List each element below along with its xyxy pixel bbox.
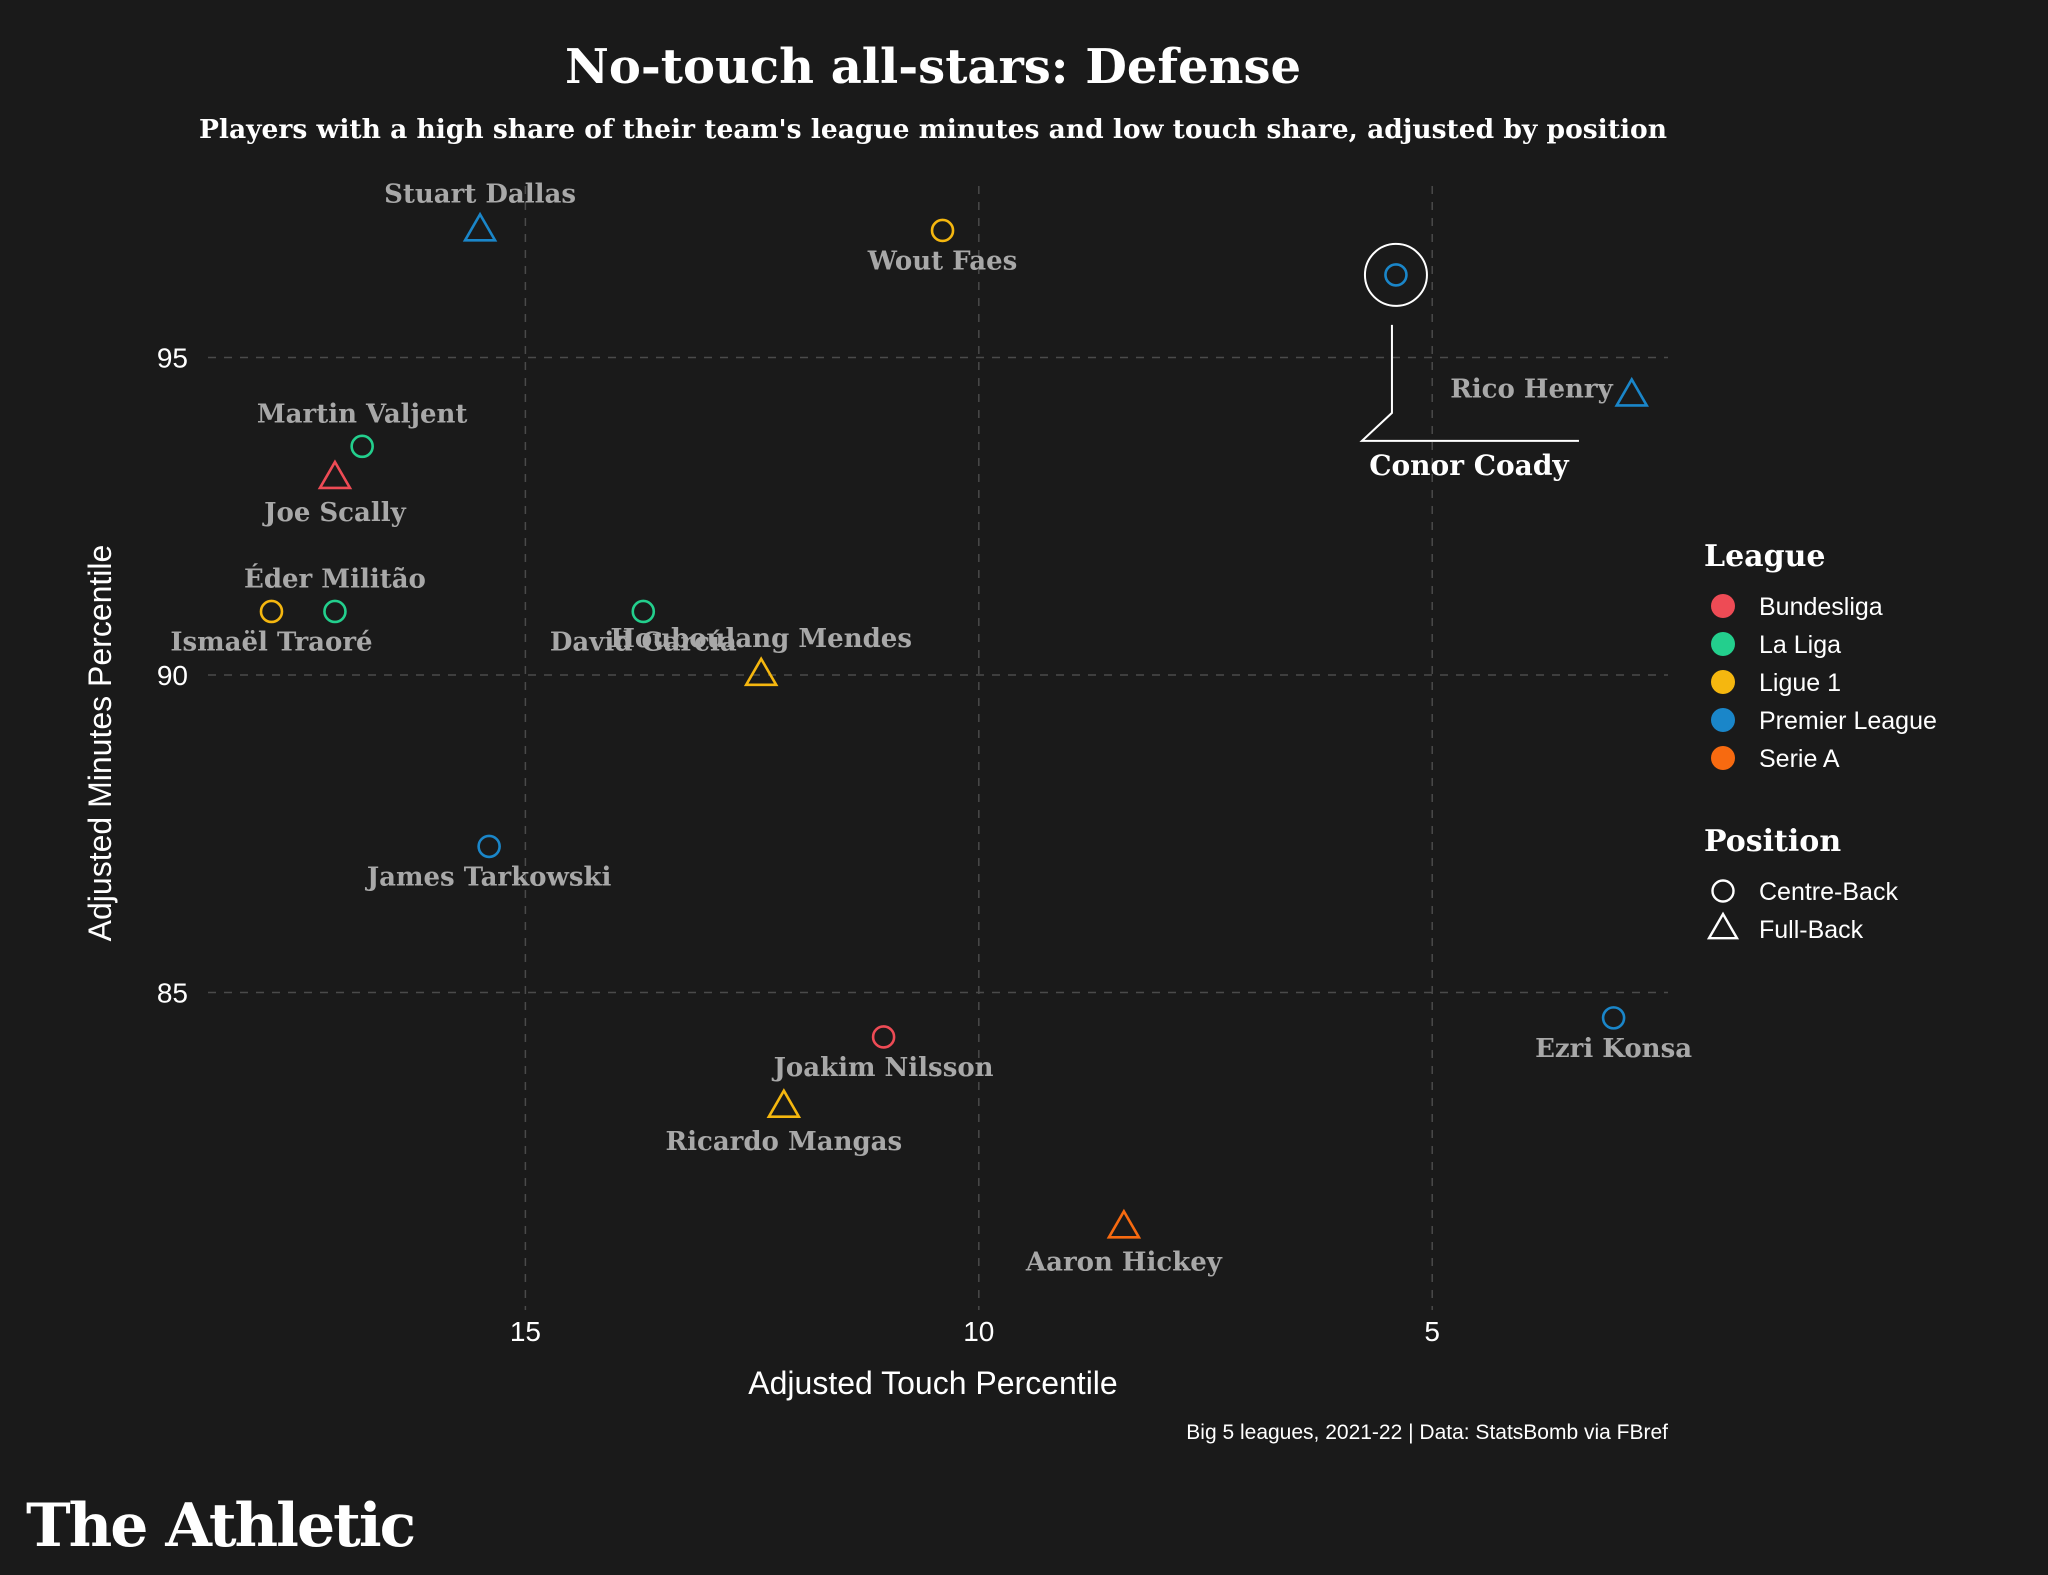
legend-label-bundesliga: Bundesliga <box>1759 593 1883 621</box>
the-athletic-logo: The Athletic <box>26 1491 414 1561</box>
label-ricardo-mangas: Ricardo Mangas <box>666 1127 903 1157</box>
point-houboulang-mendes <box>743 656 779 687</box>
x-tick-label-15: 15 <box>510 1316 541 1347</box>
y-tick-label-85: 85 <box>157 977 188 1008</box>
label-eder-militao: Éder Militão <box>244 562 426 594</box>
point-james-tarkowski <box>477 834 501 859</box>
point-rico-henry <box>1614 376 1649 407</box>
point-ricardo-mangas <box>766 1088 802 1118</box>
highlight-annotation <box>1359 242 1579 442</box>
chart-title: No-touch all-stars: Defense <box>565 39 1301 95</box>
legend-position-entries: Centre-Back Full-Back <box>1706 878 1898 944</box>
label-stuart-dallas: Stuart Dallas <box>384 179 576 209</box>
label-joakim-nilsson: Joakim Nilsson <box>772 1053 994 1083</box>
chart-subtitle: Players with a high share of their team'… <box>199 114 1667 145</box>
data-points <box>259 211 1649 1239</box>
legend-label-serie-a: Serie A <box>1759 745 1840 773</box>
legend-swatch-ligue-1 <box>1711 670 1735 694</box>
point-eder-militao <box>323 599 347 624</box>
point-labels: Stuart Dallas Wout Faes Conor Coady Rico He… <box>170 179 1692 1277</box>
legend-label-full-back: Full-Back <box>1759 916 1864 944</box>
label-houboulang-mendes: Houboulang Mendes <box>610 624 912 654</box>
axis-ticks: 15 10 5 95 90 85 <box>157 342 1440 1347</box>
point-conor-coady <box>1384 263 1408 287</box>
label-aaron-hickey: Aaron Hickey <box>1025 1247 1223 1277</box>
y-axis-label: Adjusted Minutes Percentile <box>82 545 118 942</box>
point-stuart-dallas <box>462 211 498 242</box>
grid-lines <box>208 186 1668 1310</box>
legend-shape-centre-back <box>1711 879 1735 903</box>
legend-swatch-serie-a <box>1711 746 1735 770</box>
x-tick-label-5: 5 <box>1424 1316 1440 1347</box>
legend-label-la-liga: La Liga <box>1759 631 1841 659</box>
label-rico-henry: Rico Henry <box>1450 375 1613 405</box>
label-martin-valjent: Martin Valjent <box>257 399 468 429</box>
label-conor-coady: Conor Coady <box>1369 449 1569 482</box>
point-wout-faes <box>930 218 955 243</box>
highlight-leader-line-conor-coady <box>1359 324 1579 442</box>
legend-position-title: Position <box>1704 824 1841 859</box>
legend-swatch-bundesliga <box>1711 594 1735 618</box>
label-david-garcia: David García <box>550 627 737 657</box>
point-ismael-traore <box>259 599 284 624</box>
point-joakim-nilsson <box>871 1025 896 1049</box>
highlight-ring-conor-coady <box>1363 242 1428 307</box>
point-aaron-hickey <box>1106 1208 1142 1239</box>
label-ezri-konsa: Ezri Konsa <box>1535 1034 1692 1064</box>
legend-swatch-premier-league <box>1711 708 1735 732</box>
y-tick-label-90: 90 <box>157 660 188 691</box>
legend-league-entries: Bundesliga La Liga Ligue 1 Premier League Se… <box>1711 593 1937 773</box>
legend-league-title: League <box>1704 539 1826 574</box>
point-martin-valjent <box>350 434 374 459</box>
legend-label-premier-league: Premier League <box>1759 707 1937 735</box>
legend: League Bundesliga La Liga Ligue 1 Premier L… <box>1704 539 1937 944</box>
label-joe-scally: Joe Scally <box>262 498 406 528</box>
chart-caption: Big 5 leagues, 2021-22 | Data: StatsBomb… <box>1186 1421 1668 1444</box>
label-james-tarkowski: James Tarkowski <box>365 862 612 892</box>
legend-label-centre-back: Centre-Back <box>1759 878 1898 906</box>
point-david-garcia <box>631 599 656 624</box>
point-ezri-konsa <box>1601 1006 1626 1030</box>
y-tick-label-95: 95 <box>157 342 188 373</box>
x-axis-label: Adjusted Touch Percentile <box>748 1365 1117 1401</box>
label-wout-faes: Wout Faes <box>867 246 1017 276</box>
legend-swatch-la-liga <box>1711 632 1735 656</box>
legend-shape-full-back <box>1706 911 1740 940</box>
x-tick-label-10: 10 <box>963 1316 994 1347</box>
legend-label-ligue-1: Ligue 1 <box>1759 669 1841 697</box>
label-ismael-traore: Ismaël Traoré <box>170 627 372 657</box>
point-joe-scally <box>317 459 353 490</box>
